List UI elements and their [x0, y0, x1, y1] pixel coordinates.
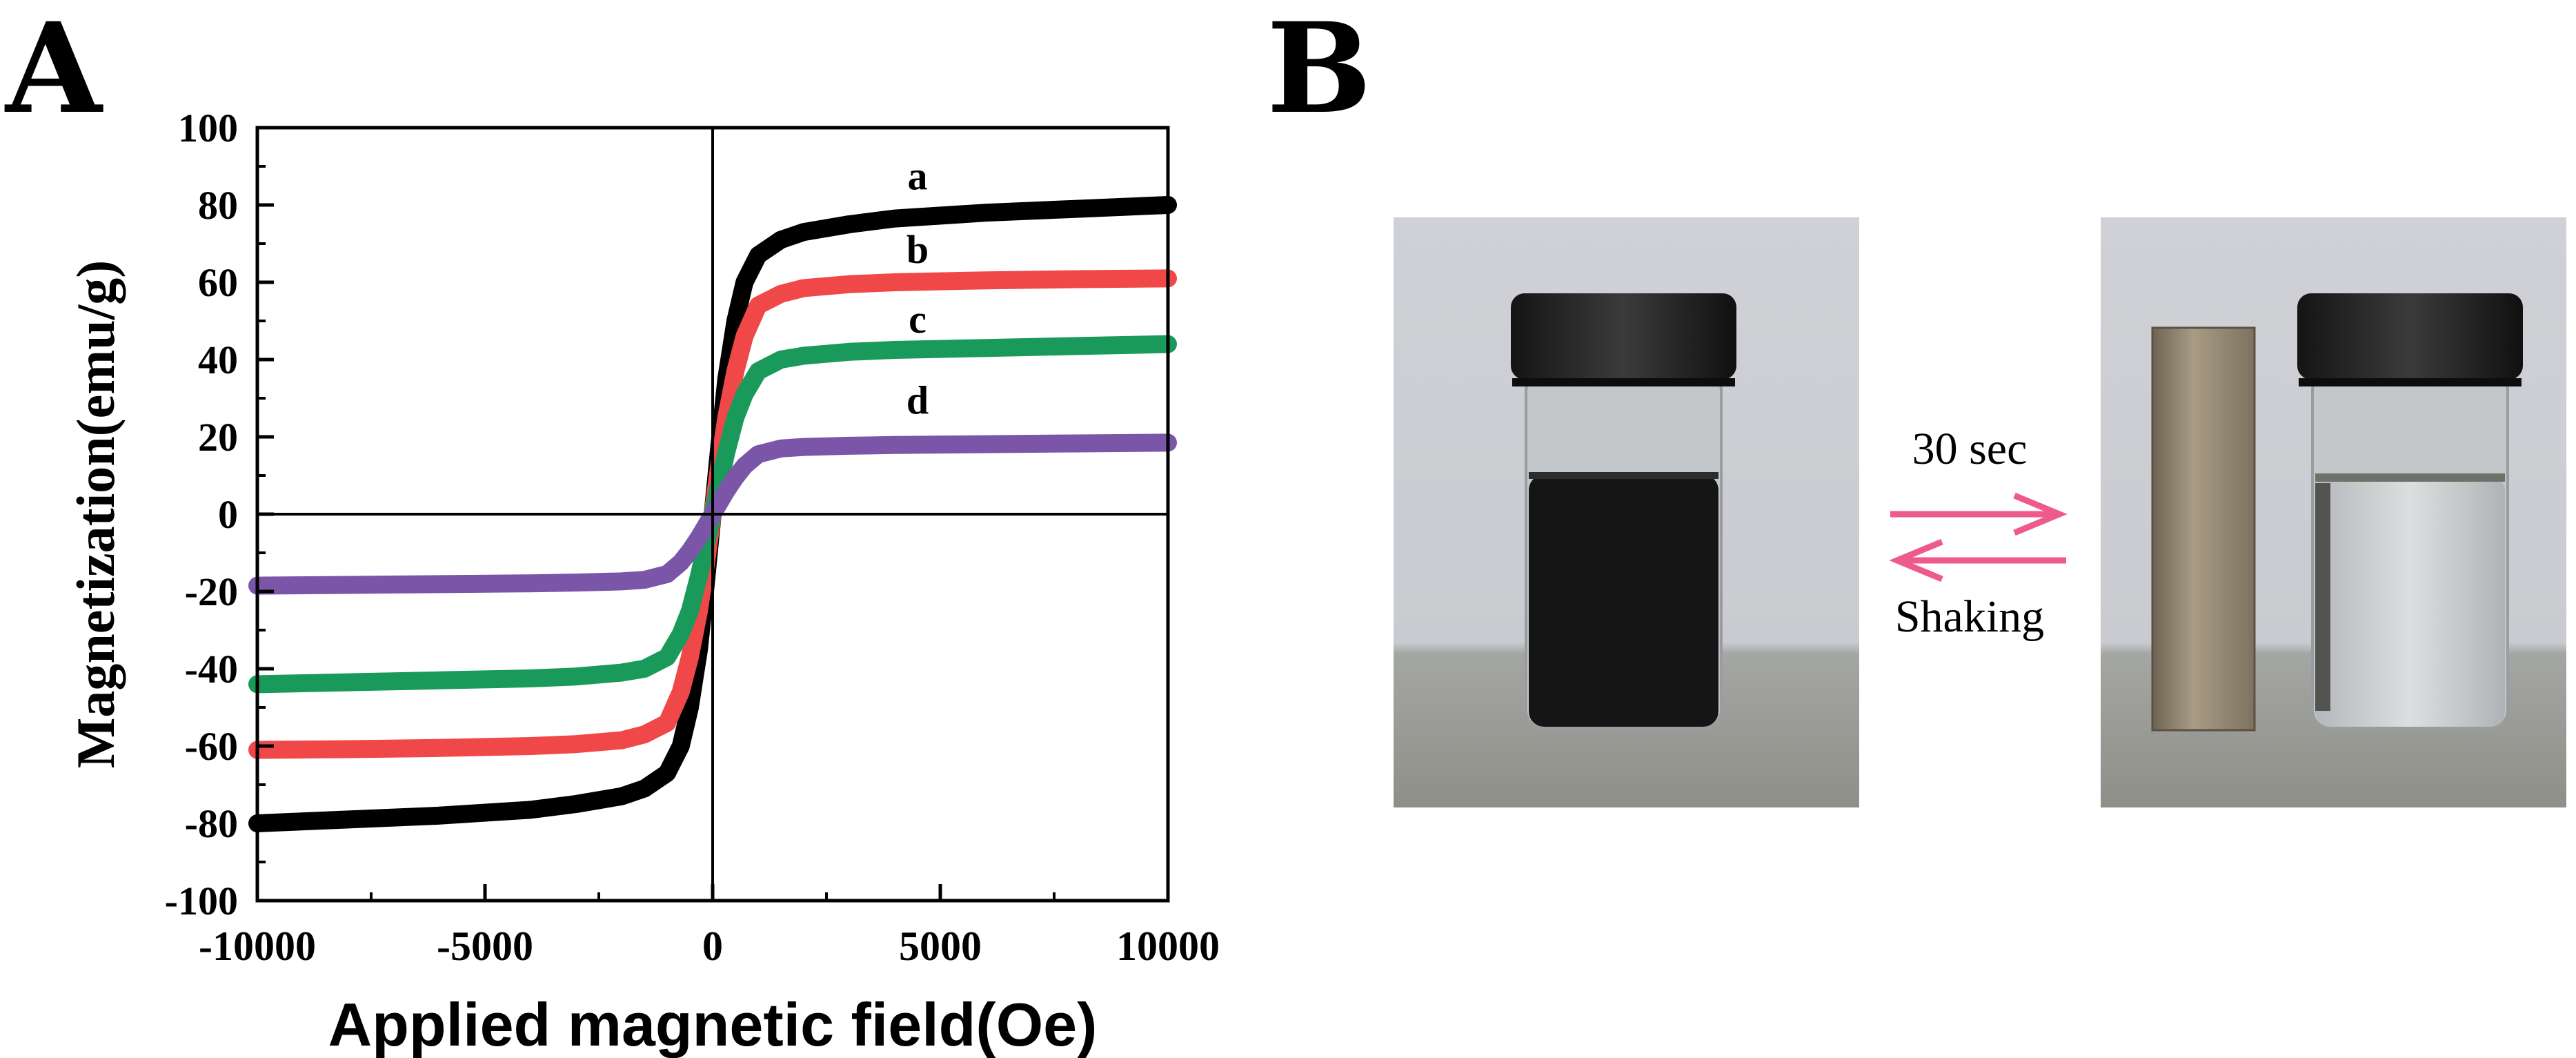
y-tick-label: 80	[198, 183, 238, 228]
magnet-bar	[2151, 326, 2256, 732]
vial-liquid-clear	[2315, 476, 2505, 727]
arrow-bottom-label: Shaking	[1895, 591, 2044, 642]
ticks-layer: -10000 -5000 0 5000 10000 -100 -80 -60 -40 -20 0 20…	[165, 106, 1220, 969]
collected-particles	[2315, 483, 2330, 711]
curve-label-c: c	[909, 297, 927, 342]
vial-cap-clear	[2297, 293, 2523, 380]
y-tick-label: 40	[198, 337, 238, 382]
y-tick-label: -80	[185, 801, 238, 846]
curve-label-d: d	[906, 378, 929, 422]
x-tick-label: 0	[702, 923, 723, 969]
y-tick-label: -40	[185, 647, 238, 692]
x-axis-title: Applied magnetic field(Oe)	[328, 990, 1098, 1058]
y-tick-label: 0	[218, 492, 238, 537]
reversible-arrows: 30 sec Shaking	[1889, 424, 2068, 642]
photo-after	[2101, 217, 2566, 807]
photo-before	[1394, 217, 1859, 807]
panel-label-a: A	[4, 0, 103, 141]
y-tick-label: -20	[185, 569, 238, 614]
vial-liquid-surface	[1529, 472, 1718, 479]
curve-label-b: b	[906, 227, 929, 272]
forward-arrow-head	[2013, 492, 2068, 536]
x-tick-label: 10000	[1116, 923, 1220, 969]
y-tick-label: 100	[178, 106, 238, 150]
curve-label-a: a	[908, 154, 928, 199]
vial-liquid-dark	[1529, 475, 1718, 727]
vial-cap-ridge	[1512, 378, 1735, 386]
x-tick-label: -10000	[199, 923, 316, 969]
vial-liquid-clear-surface	[2315, 473, 2505, 482]
chart-a: -10000 -5000 0 5000 10000 -100 -80 -60 -40 -20 0 20…	[66, 106, 1220, 1058]
backward-arrow-head	[1889, 538, 1943, 582]
y-axis-title: Magnetization(emu/g)	[66, 260, 126, 769]
arrow-top-label: 30 sec	[1912, 424, 2028, 474]
y-tick-label: 60	[198, 260, 238, 305]
vial-cap-dark	[1511, 293, 1736, 380]
y-tick-label: -60	[185, 724, 238, 769]
x-tick-label: 5000	[899, 923, 982, 969]
y-tick-label: -100	[165, 879, 238, 923]
vial-cap-clear-ridge	[2299, 378, 2521, 386]
x-tick-label: -5000	[437, 923, 533, 969]
y-tick-label: 20	[198, 415, 238, 460]
panel-label-b: B	[1267, 0, 1371, 141]
